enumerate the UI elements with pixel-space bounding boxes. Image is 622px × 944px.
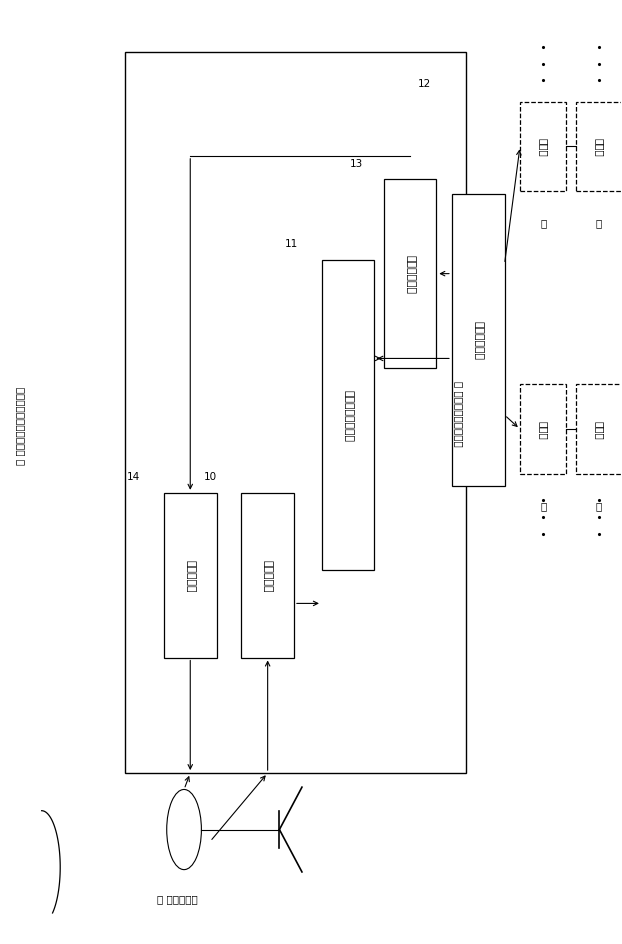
Text: 11: 11 [285, 239, 298, 249]
Text: 14: 14 [127, 472, 140, 481]
Bar [452, 194, 504, 486]
Text: 電力量取得部: 電力量取得部 [473, 321, 483, 360]
Bar [520, 385, 567, 474]
Text: ４: ４ [540, 218, 546, 228]
Text: 10: 10 [204, 472, 217, 481]
Bar [520, 103, 567, 192]
Text: マッチング部: マッチング部 [405, 255, 415, 294]
Text: ６ 電力マッチング装置: ６ 電力マッチング装置 [453, 380, 463, 446]
Text: メータ: メータ [538, 420, 548, 439]
Text: ５ オペレータ: ５ オペレータ [157, 893, 198, 903]
Text: メータ: メータ [538, 138, 548, 157]
Text: 13: 13 [350, 159, 363, 169]
Bar [322, 261, 374, 571]
Text: 12: 12 [418, 79, 431, 89]
Text: 消費者: 消費者 [594, 138, 604, 157]
Bar [576, 385, 622, 474]
Text: １ 電力マッチングシステム: １ 電力マッチングシステム [15, 386, 25, 464]
Bar [384, 180, 437, 368]
Bar [125, 53, 466, 773]
Bar [576, 103, 622, 192]
Bar [241, 493, 294, 658]
Text: ４: ４ [540, 500, 546, 510]
Text: ３: ３ [596, 218, 602, 228]
Text: 発電者: 発電者 [594, 420, 604, 439]
Text: 情報出力部: 情報出力部 [185, 559, 195, 592]
Text: ２: ２ [596, 500, 602, 510]
Text: ランキング生成部: ランキング生成部 [343, 390, 353, 442]
Text: 情報入力部: 情報入力部 [262, 559, 272, 592]
Bar [164, 493, 216, 658]
